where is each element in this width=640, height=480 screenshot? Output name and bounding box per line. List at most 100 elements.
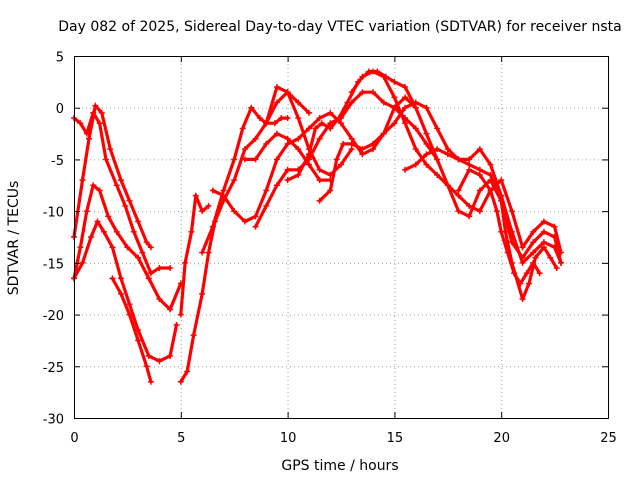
y-tick-label: -10 xyxy=(43,206,64,221)
data-point xyxy=(476,187,483,194)
data-point xyxy=(316,197,323,204)
data-point xyxy=(199,249,206,256)
data-point xyxy=(85,135,92,142)
data-point xyxy=(455,208,462,215)
data-point xyxy=(530,259,537,266)
data-point xyxy=(434,146,441,153)
data-point xyxy=(540,228,547,235)
grid xyxy=(74,56,608,418)
data-point xyxy=(312,125,319,132)
data-point xyxy=(124,244,131,251)
data-point xyxy=(273,130,280,137)
data-point xyxy=(348,146,355,153)
data-point xyxy=(263,202,270,209)
data-point xyxy=(103,156,110,163)
data-point xyxy=(79,259,86,266)
series-markers-17 xyxy=(455,166,543,287)
data-point xyxy=(77,244,84,251)
data-point xyxy=(340,140,347,147)
x-tick-label: 20 xyxy=(493,431,510,446)
data-point xyxy=(205,202,212,209)
data-point xyxy=(540,239,547,246)
series-markers-14 xyxy=(316,99,565,266)
data-point xyxy=(305,151,312,158)
data-point xyxy=(156,265,163,272)
data-point xyxy=(88,234,95,240)
data-point xyxy=(94,218,101,225)
data-point xyxy=(348,140,355,147)
data-point xyxy=(380,73,387,80)
data-point xyxy=(547,254,554,261)
data-point xyxy=(92,102,99,109)
data-point xyxy=(252,213,259,220)
y-tick-label: 5 xyxy=(56,51,64,66)
data-point xyxy=(263,120,270,127)
data-point xyxy=(402,84,409,91)
data-point xyxy=(117,290,124,297)
data-point xyxy=(167,352,174,359)
data-point xyxy=(271,120,278,127)
y-tick-label: 0 xyxy=(56,102,64,117)
series-line-14 xyxy=(318,100,563,265)
data-point xyxy=(444,151,451,158)
data-point xyxy=(209,223,216,230)
series-markers-3 xyxy=(71,182,184,313)
data-point xyxy=(327,109,334,116)
data-point xyxy=(344,99,351,106)
data-point xyxy=(335,115,342,122)
data-point xyxy=(199,208,206,215)
data-point xyxy=(295,146,302,153)
data-point xyxy=(205,249,212,256)
series-markers-12 xyxy=(263,84,355,178)
y-tick-label: -25 xyxy=(43,361,64,376)
data-point xyxy=(519,296,526,303)
data-point xyxy=(536,270,543,277)
data-point xyxy=(359,89,366,96)
data-point xyxy=(517,280,524,287)
data-point xyxy=(135,254,142,261)
data-point xyxy=(370,68,377,75)
data-point xyxy=(248,104,255,111)
data-point xyxy=(130,228,137,235)
data-point xyxy=(305,125,312,132)
data-point xyxy=(493,208,500,215)
data-point xyxy=(553,265,560,272)
data-point xyxy=(295,171,302,178)
data-point xyxy=(241,218,248,225)
data-point xyxy=(370,89,377,96)
data-point xyxy=(455,156,462,163)
data-point xyxy=(117,275,124,282)
data-point xyxy=(476,171,483,178)
data-point xyxy=(145,275,152,282)
series-line-6 xyxy=(179,90,311,384)
data-point xyxy=(109,244,116,251)
data-point xyxy=(109,275,116,282)
data-point xyxy=(423,130,430,137)
data-point xyxy=(338,161,344,168)
series-line-16 xyxy=(403,147,559,301)
data-point xyxy=(220,187,227,194)
data-point xyxy=(284,166,291,173)
data-point xyxy=(540,218,547,225)
data-point xyxy=(252,135,259,142)
data-point xyxy=(402,94,409,101)
data-point xyxy=(412,125,419,132)
series-markers-6 xyxy=(177,89,312,385)
data-point xyxy=(105,213,112,220)
data-point xyxy=(231,208,238,215)
data-point xyxy=(241,146,248,153)
series-line-17 xyxy=(456,168,542,286)
x-tick-label: 10 xyxy=(280,431,297,446)
data-point xyxy=(173,321,180,328)
data-point xyxy=(466,156,473,163)
data-point xyxy=(167,306,174,313)
data-point xyxy=(558,249,565,256)
series-markers-2 xyxy=(71,109,174,277)
data-point xyxy=(466,166,473,173)
y-axis-label: SDTVAR / TECUs xyxy=(6,181,22,296)
data-point xyxy=(402,104,409,111)
data-point xyxy=(412,161,419,168)
data-point xyxy=(487,161,494,168)
data-point xyxy=(455,192,462,199)
data-point xyxy=(190,332,197,339)
